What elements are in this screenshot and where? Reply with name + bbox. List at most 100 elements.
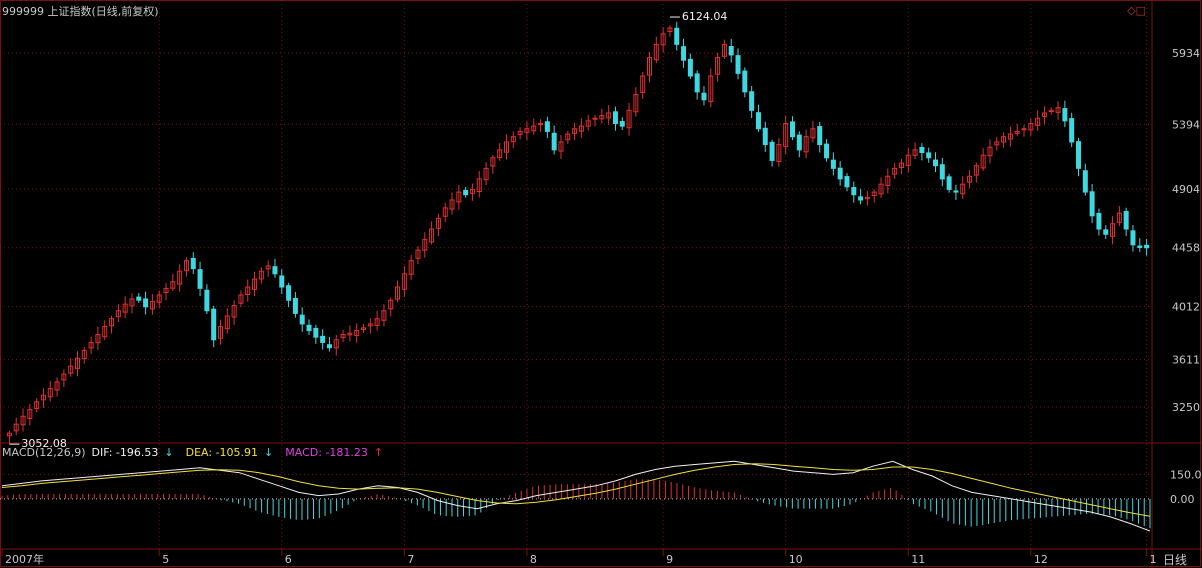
candle-body [912,149,918,156]
candle-body [27,409,33,419]
price-tick-label: 4012 [1172,301,1200,314]
candle-body [803,136,809,153]
candle-body [115,310,121,318]
candle-body [306,324,312,332]
candle-body [572,128,578,134]
candle-body [721,43,727,57]
candle-body [851,187,857,196]
candle-body [776,144,782,162]
candle-body [612,111,618,125]
candle-body [422,239,428,251]
candle-body [1144,244,1150,249]
candle-body [926,152,932,159]
price-tick-label: 4458 [1172,242,1200,255]
candle-body [272,266,278,275]
time-tick-label: 5 [162,553,169,566]
candle-body [1007,133,1013,140]
candle-body [953,190,959,193]
candle-body [183,260,189,272]
candle-body [1055,107,1061,113]
candle-body [939,164,945,180]
candle-body [687,58,693,77]
candle-body [388,299,394,310]
candle-body [40,394,46,401]
dif-arrow-icon: ↓ [164,446,174,459]
candle-body [149,301,155,310]
annotation-label: 3052.08 [21,437,67,450]
candle-body [61,373,67,381]
macd-value: MACD: -181.23 ↑ [285,446,389,459]
candle-body [619,121,625,127]
price-tick-label: 3250 [1172,401,1200,414]
macd-arrow-icon: ↑ [373,446,384,459]
candle-body [95,334,101,344]
time-tick-label: 12 [1034,553,1048,566]
candle-body [810,128,816,139]
candle-body [701,92,707,101]
dea-value: DEA: -105.91 ↓ [186,446,280,459]
candle-body [326,344,332,349]
candle-body [1103,229,1109,235]
candle-body [517,130,523,135]
candle-body [211,308,217,341]
candle-body [1082,170,1088,193]
candle-body [231,304,237,318]
candle-body [633,93,639,113]
candle-body [258,270,264,280]
candle-body [1076,141,1081,169]
candle-body [681,46,687,61]
candle-body [1021,128,1027,131]
candle-body [844,176,850,188]
candle-body [871,191,877,197]
candle-body [660,33,666,46]
candle-body [252,278,258,290]
candle-body [796,134,802,151]
time-tick-label: 8 [530,553,537,566]
candle-body [1062,108,1068,122]
candle-body [1014,130,1020,134]
candle-body [1123,210,1129,230]
candle-body [504,141,509,153]
candle-body [510,136,516,143]
candle-body [1116,212,1122,223]
candle-body [13,423,19,432]
candle-body [905,154,911,166]
candle-body [442,207,448,217]
period-label[interactable]: 日线 [1163,553,1188,567]
candle-body [354,330,360,336]
candle-body [340,334,346,338]
candle-body [980,154,986,169]
dif-value: DIF: -196.53 ↓ [92,446,180,459]
candle-body [708,75,714,103]
candle-body [6,432,12,437]
candle-body [755,112,761,130]
candle-body [68,365,74,374]
time-tick-label: 10 [789,553,803,566]
candle-body [190,257,196,270]
candle-body [551,132,557,151]
candle-body [333,339,339,349]
candle-body [674,27,680,45]
candle-body [647,57,652,76]
price-tick-label: 5934 [1172,47,1200,60]
candle-body [408,260,414,275]
candle-body [497,149,503,158]
candle-body [156,294,162,303]
candle-body [790,121,795,138]
candle-body [640,75,646,93]
candle-body [1035,117,1041,126]
candle-body [224,315,230,330]
chart-title: 999999 上证指数(日线,前复权) [2,5,159,18]
macd-label: MACD: -181.23 [285,446,368,459]
candle-body [81,349,87,360]
candle-body [279,275,285,288]
candle-body [299,314,305,325]
candle-body [728,46,734,56]
candle-body [136,296,142,301]
candle-body [238,294,244,304]
candle-body [435,217,441,229]
price-tick-label: 5394 [1172,118,1200,131]
candle-body [599,115,605,120]
window-control-icons[interactable]: ◇□ [1127,4,1146,17]
